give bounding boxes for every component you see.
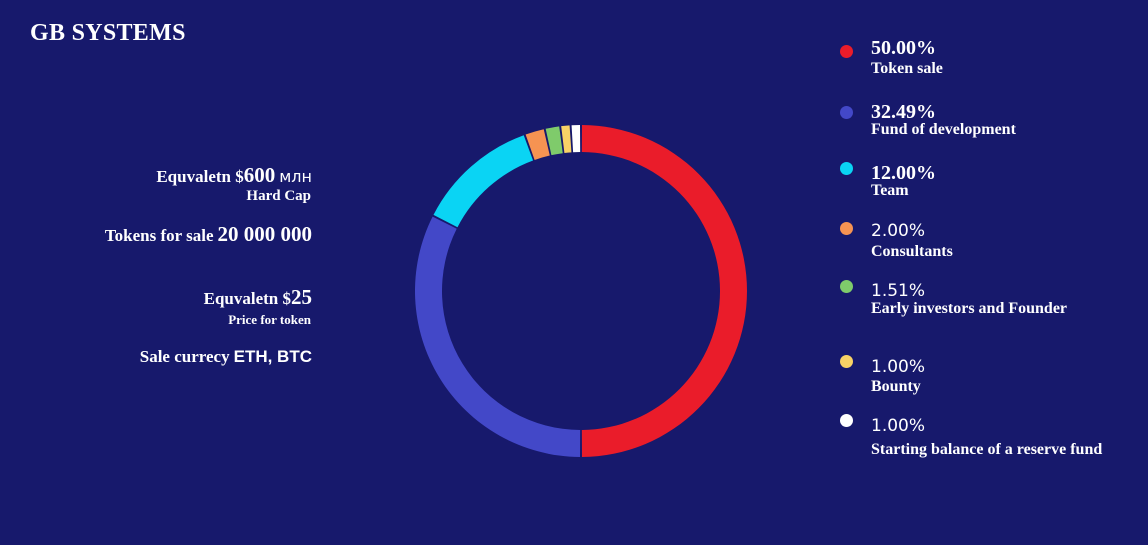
donut-slice-early-investors-and-founder — [545, 126, 563, 156]
tokens-label: Tokens for sale — [104, 226, 214, 245]
legend-percent: 32.49% — [871, 101, 936, 123]
donut-slice-team — [433, 135, 534, 228]
currency-label: Sale currecy — [139, 347, 230, 366]
currency-line: Sale currecy ETH, BTC — [140, 347, 312, 367]
brand-title: GB SYSTEMS — [30, 20, 186, 46]
legend-dot-icon — [840, 222, 853, 235]
donut-slice-bounty — [561, 125, 572, 153]
price-value: 25 — [291, 285, 312, 309]
legend-percent: 50.00% — [871, 37, 936, 59]
legend-dot-icon — [840, 355, 853, 368]
legend-label: Consultants — [871, 243, 953, 260]
legend-label: Token sale — [871, 60, 943, 77]
tokens-line: Tokens for sale 20 000 000 — [105, 222, 312, 247]
hard-cap-line: Equvaletn $600 млн — [156, 163, 312, 188]
currency-value: ETH, BTC — [233, 347, 312, 366]
donut-slice-starting-balance-of-a-reserve-fund — [571, 125, 581, 153]
legend-percent: 1.51% — [871, 281, 926, 301]
legend-dot-icon — [840, 45, 853, 58]
legend-dot-icon — [840, 106, 853, 119]
hard-cap-unit: млн — [279, 167, 312, 186]
legend-label: Fund of development — [871, 121, 1016, 138]
legend-dot-icon — [840, 280, 853, 293]
hard-cap-prefix: Equvaletn $ — [156, 167, 244, 186]
donut-slice-consultants — [525, 129, 550, 160]
donut-slice-token-sale — [581, 125, 747, 457]
legend-label: Bounty — [871, 378, 921, 395]
price-line: Equvaletn $25 — [204, 285, 312, 310]
hard-cap-value: 600 — [243, 163, 276, 187]
legend-label: Starting balance of a reserve fund — [871, 441, 1103, 458]
price-prefix: Equvaletn $ — [203, 289, 291, 308]
legend-label: Team — [871, 182, 909, 199]
legend-percent: 2.00% — [871, 221, 926, 241]
legend-dot-icon — [840, 414, 853, 427]
hard-cap-label: Hard Cap — [246, 188, 311, 204]
legend-percent: 12.00% — [871, 162, 936, 184]
tokens-value: 20 000 000 — [217, 222, 313, 246]
price-label: Price for token — [228, 312, 311, 327]
legend-dot-icon — [840, 162, 853, 175]
donut-slice-fund-of-development — [415, 216, 581, 457]
legend-percent: 1.00% — [871, 357, 926, 377]
legend-label: Early investors and Founder — [871, 300, 1068, 317]
legend-percent: 1.00% — [871, 416, 926, 436]
